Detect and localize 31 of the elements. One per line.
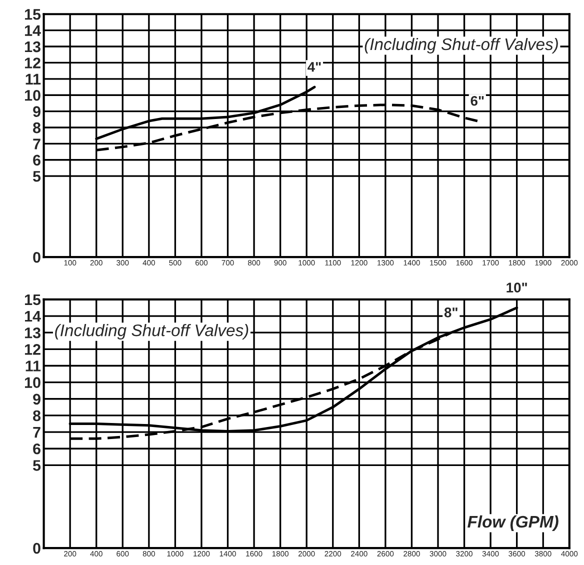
y-tick-label: 9 bbox=[33, 106, 40, 117]
y-tick-label: 14 bbox=[24, 311, 41, 322]
annotation: (Including Shut-off Valves) bbox=[364, 38, 558, 54]
annotation: Flow (GPM) bbox=[468, 515, 558, 531]
y-tick-label: 8 bbox=[33, 410, 41, 422]
series-label: 4" bbox=[308, 62, 321, 72]
y-tick-label: 11 bbox=[26, 360, 41, 372]
y-tick-label: 8 bbox=[33, 122, 41, 134]
annotation: (Including Shut-off Valves) bbox=[55, 324, 248, 340]
y-tick-label: 0 bbox=[33, 542, 40, 554]
y-tick-label: 14 bbox=[24, 25, 41, 36]
y-tick-label: 12 bbox=[24, 58, 40, 68]
y-tick-label: 15 bbox=[24, 294, 41, 306]
series-label: 6" bbox=[470, 96, 484, 106]
y-tick-label: 13 bbox=[24, 41, 40, 52]
y-tick-label: 5 bbox=[32, 460, 41, 471]
series-label: 8" bbox=[444, 308, 458, 318]
y-tick-label: 0 bbox=[33, 252, 40, 263]
y-tick-label: 13 bbox=[24, 327, 40, 338]
y-tick-label: 7 bbox=[33, 427, 40, 438]
y-tick-label: 11 bbox=[26, 74, 41, 84]
y-tick-label: 12 bbox=[24, 344, 40, 355]
y-tick-label: 5 bbox=[32, 171, 41, 182]
y-tick-label: 10 bbox=[24, 90, 40, 101]
y-tick-label: 10 bbox=[24, 377, 40, 388]
y-tick-label: 9 bbox=[33, 394, 40, 405]
y-tick-label: 6 bbox=[33, 154, 40, 166]
y-tick-label: 15 bbox=[24, 9, 41, 20]
series-label: 10" bbox=[506, 282, 527, 292]
y-tick-label: 6 bbox=[33, 443, 40, 454]
y-tick-label: 7 bbox=[33, 138, 40, 150]
